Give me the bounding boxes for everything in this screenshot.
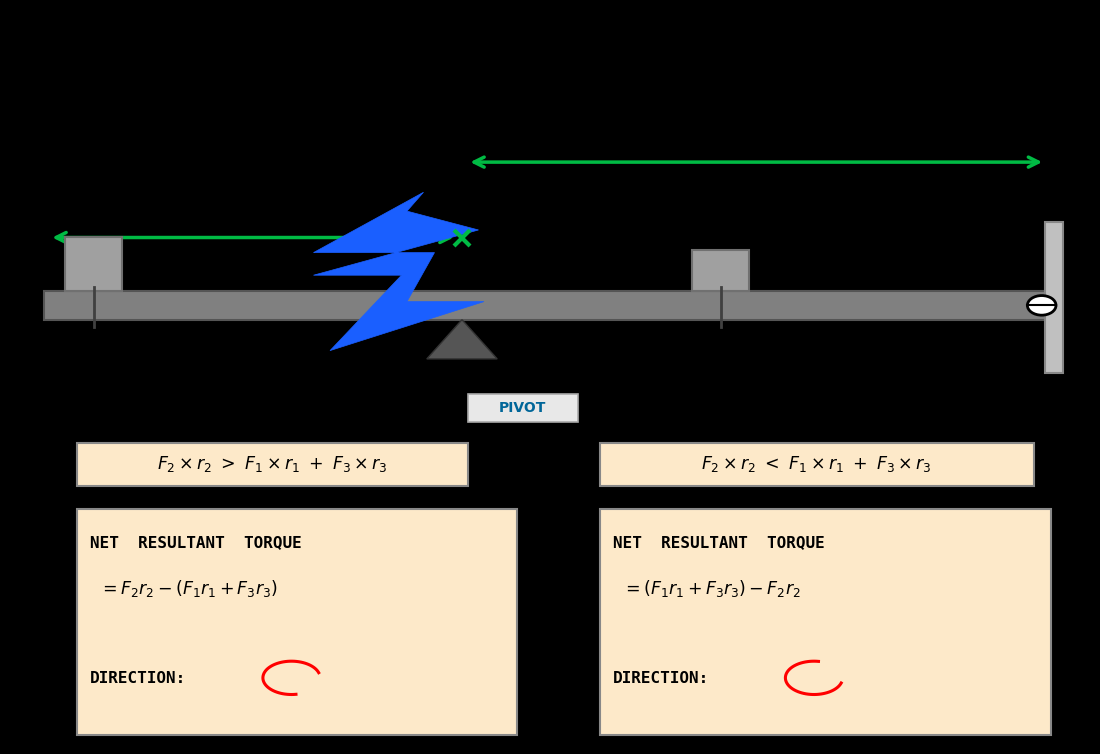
FancyBboxPatch shape [44, 291, 1050, 320]
Text: DIRECTION:: DIRECTION: [90, 671, 186, 686]
Polygon shape [427, 320, 497, 359]
Text: $= F_2r_2 - (F_1r_1 + F_3r_3)$: $= F_2r_2 - (F_1r_1 + F_3r_3)$ [99, 578, 278, 599]
FancyBboxPatch shape [77, 509, 517, 735]
Text: $= (F_1r_1 + F_3r_3) - F_2r_2$: $= (F_1r_1 + F_3r_3) - F_2r_2$ [621, 578, 800, 599]
Text: DIRECTION:: DIRECTION: [613, 671, 710, 686]
FancyBboxPatch shape [77, 443, 468, 486]
Polygon shape [314, 192, 484, 351]
FancyBboxPatch shape [600, 443, 1034, 486]
FancyBboxPatch shape [1045, 222, 1063, 373]
Circle shape [580, 403, 593, 412]
FancyBboxPatch shape [65, 237, 122, 291]
FancyBboxPatch shape [468, 394, 578, 422]
Text: $F_2 \times r_2\ <\ F_1 \times r_1\ +\ F_3 \times r_3$: $F_2 \times r_2\ <\ F_1 \times r_1\ +\ F… [702, 455, 932, 474]
Text: NET  RESULTANT  TORQUE: NET RESULTANT TORQUE [90, 535, 301, 550]
FancyBboxPatch shape [692, 250, 749, 291]
Text: NET  RESULTANT  TORQUE: NET RESULTANT TORQUE [613, 535, 825, 550]
Text: $F_2 \times r_2\ >\ F_1 \times r_1\ +\ F_3 \times r_3$: $F_2 \times r_2\ >\ F_1 \times r_1\ +\ F… [157, 455, 387, 474]
Text: PIVOT: PIVOT [498, 401, 547, 415]
Circle shape [1027, 296, 1056, 315]
FancyBboxPatch shape [600, 509, 1050, 735]
